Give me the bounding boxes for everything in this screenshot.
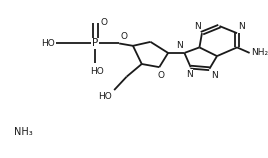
Text: N: N	[194, 22, 201, 31]
Text: N: N	[186, 70, 193, 79]
Text: O: O	[120, 32, 127, 41]
Text: NH₂: NH₂	[251, 49, 268, 57]
Text: O: O	[157, 71, 164, 80]
Text: HO: HO	[90, 67, 103, 76]
Text: NH₃: NH₃	[14, 128, 32, 137]
Text: HO: HO	[98, 92, 112, 101]
Text: P: P	[92, 38, 98, 49]
Text: N: N	[176, 41, 183, 50]
Text: N: N	[238, 22, 245, 31]
Text: N: N	[211, 71, 218, 80]
Text: O: O	[101, 18, 108, 27]
Text: HO: HO	[41, 39, 54, 48]
